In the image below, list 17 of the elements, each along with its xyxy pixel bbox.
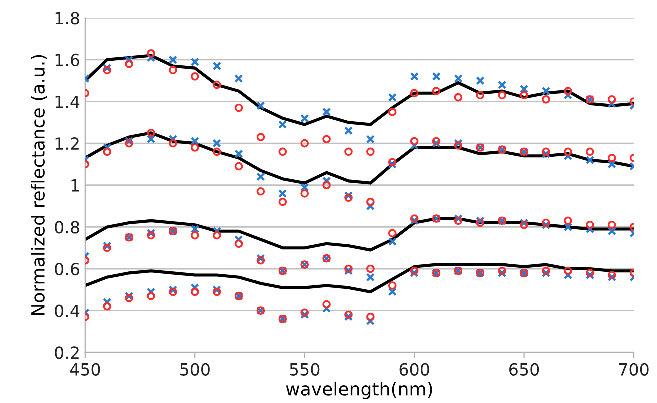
y-tick-label: 0.4 <box>55 304 80 318</box>
y-tick-label: 1 <box>72 180 80 192</box>
x-tick-label: 550 <box>290 363 320 376</box>
y-tick-label: 1.2 <box>56 138 79 150</box>
y-tick-label: 1.6 <box>56 54 80 67</box>
x-tick-label: 700 <box>619 363 649 376</box>
y-axis-title: Normalized reflectance (a.u.) <box>31 55 48 316</box>
x-tick-label: 450 <box>70 363 100 376</box>
y-tick-label: 0.2 <box>55 346 79 360</box>
y-tick-label: 1.8 <box>56 12 80 25</box>
y-tick-label: 1.4 <box>56 96 80 108</box>
x-axis-title: wavelength(nm) <box>286 382 432 400</box>
x-tick-label: 500 <box>180 363 210 376</box>
y-tick-label: 0.8 <box>55 221 80 234</box>
y-tick-label: 0.6 <box>55 262 80 276</box>
x-tick-label: 600 <box>400 363 430 376</box>
x-tick-label: 650 <box>510 363 540 376</box>
